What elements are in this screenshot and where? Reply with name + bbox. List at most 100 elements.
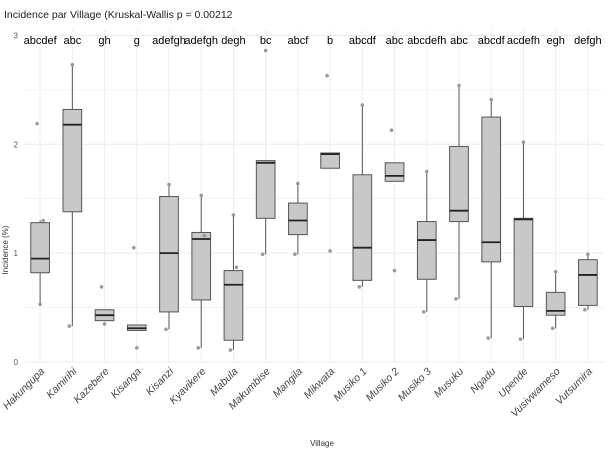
box-1 [30, 121, 50, 307]
data-point [260, 252, 265, 257]
data-point [263, 48, 268, 53]
significance-letter: acdefh [507, 35, 540, 47]
box-iqr [191, 231, 212, 301]
data-point [131, 245, 136, 250]
box-iqr [545, 291, 566, 316]
x-tick-label: Hakungupa [1, 366, 48, 413]
y-tick-label: 2 [14, 140, 19, 149]
y-tick-label: 1 [14, 249, 19, 258]
box-2 [62, 63, 83, 328]
box-12 [384, 128, 405, 273]
box-15 [481, 97, 502, 340]
data-point [228, 348, 233, 352]
data-point [231, 213, 236, 217]
box-5 [159, 182, 179, 332]
data-point [35, 121, 39, 126]
significance-letter: abcdef [24, 35, 58, 47]
box-3 [94, 285, 115, 326]
box-iqr [578, 259, 598, 306]
data-point [424, 169, 429, 174]
box-iqr [223, 270, 244, 341]
box-6 [191, 193, 212, 350]
x-tick-label: Musiko 3 [396, 366, 434, 404]
data-point [134, 346, 139, 350]
x-tick-label: Kazebere [71, 366, 111, 406]
y-axis-label: Incidence (%) [1, 225, 10, 274]
significance-letter: egh [546, 35, 564, 47]
box-17 [545, 269, 566, 331]
data-point [583, 307, 587, 312]
data-point [392, 268, 397, 273]
data-point [202, 233, 207, 238]
chart-title: Incidence par Village (Kruskal-Wallis p … [4, 9, 233, 21]
boxes [30, 48, 598, 352]
data-point [296, 181, 300, 186]
box-4 [126, 245, 147, 350]
significance-letter: gh [98, 35, 110, 47]
box-11 [352, 103, 373, 289]
data-point [360, 103, 365, 107]
significance-letter: b [327, 35, 333, 47]
x-tick-label: Musiko 1 [331, 366, 369, 404]
x-tick-label: Kisanga [109, 366, 144, 401]
data-point [164, 327, 168, 332]
data-point [167, 182, 171, 187]
data-point [389, 128, 394, 132]
box-14 [449, 83, 469, 301]
data-point [325, 73, 329, 78]
box-iqr [481, 116, 502, 263]
box-iqr [255, 160, 276, 219]
significance-letter: degh [221, 35, 245, 47]
data-point [489, 97, 494, 102]
significance-letter: defgh [574, 35, 602, 47]
significance-letter: abc [63, 35, 81, 47]
box-iqr [30, 222, 50, 274]
data-point [521, 140, 526, 144]
y-tick-label: 3 [14, 31, 19, 40]
data-point [486, 336, 491, 340]
data-point [553, 269, 558, 274]
data-point [196, 346, 201, 350]
x-tick-label: Ngadu [468, 366, 498, 396]
box-iqr [416, 221, 437, 280]
significance-letter: adefgh [152, 35, 186, 47]
box-iqr [62, 108, 83, 213]
data-point [421, 310, 426, 314]
y-tick-labels: 0 1 2 3 [14, 31, 19, 367]
data-point [99, 285, 104, 289]
box-iqr [513, 217, 534, 307]
data-point [357, 285, 362, 289]
data-point [293, 252, 297, 257]
data-point [199, 193, 204, 198]
data-point [586, 252, 590, 257]
data-point [70, 63, 75, 67]
data-point [67, 324, 72, 328]
box-10 [320, 73, 340, 253]
box-8 [255, 48, 276, 257]
box-iqr [288, 202, 308, 236]
data-point [518, 337, 523, 341]
significance-letter: abcdf [478, 35, 506, 47]
data-point [102, 322, 107, 326]
y-tick-label: 0 [14, 358, 19, 367]
significance-letter: abcdf [349, 35, 377, 47]
significance-letter: bc [260, 35, 272, 47]
x-tick-label: Mangila [271, 366, 306, 401]
box-iqr [159, 196, 179, 313]
data-point [328, 249, 332, 253]
data-point [38, 302, 42, 307]
box-iqr [449, 145, 469, 223]
significance-letter: abc [450, 35, 468, 47]
significance-letter: abc [386, 35, 404, 47]
data-point [41, 218, 45, 223]
data-point [234, 265, 239, 270]
box-iqr [320, 152, 340, 169]
x-tick-label: Musuku [432, 366, 467, 401]
data-point [454, 297, 458, 301]
box-iqr [352, 174, 373, 281]
box-7 [223, 213, 244, 352]
x-tick-label: Musiko 2 [363, 366, 401, 404]
significance-letter: g [134, 35, 140, 47]
